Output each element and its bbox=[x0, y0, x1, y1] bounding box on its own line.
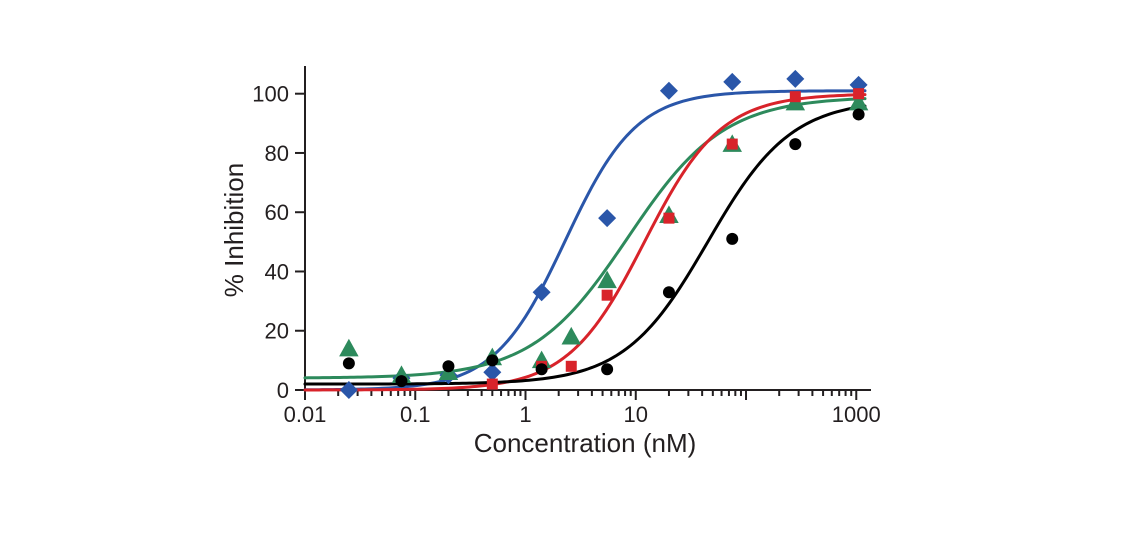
series-point-black bbox=[442, 360, 454, 372]
series-point-black bbox=[853, 108, 865, 120]
series-point-black bbox=[395, 375, 407, 387]
series-point-black bbox=[536, 363, 548, 375]
series-point-black bbox=[486, 354, 498, 366]
series-point-black bbox=[789, 138, 801, 150]
series-point-red bbox=[853, 88, 864, 99]
series-point-green bbox=[339, 339, 359, 357]
series-point-black bbox=[663, 286, 675, 298]
series-point-blue bbox=[723, 73, 741, 91]
page-frame: 0 20 40 60 80 100 0.01 0.1 1 10 1000 % Inhibition Co… bbox=[0, 0, 1146, 540]
x-tick-label: 0.1 bbox=[400, 402, 431, 427]
y-tick-label: 60 bbox=[265, 200, 289, 225]
series-point-blue bbox=[660, 82, 678, 100]
chart-svg: 0 20 40 60 80 100 0.01 0.1 1 10 1000 % Inhibition Co… bbox=[210, 50, 940, 490]
y-axis-label: % Inhibition bbox=[219, 163, 249, 297]
y-tick-label: 40 bbox=[265, 259, 289, 284]
series-point-red bbox=[663, 213, 674, 224]
x-tick-label: 1000 bbox=[832, 402, 881, 427]
series-point-black bbox=[343, 357, 355, 369]
x-axis-label: Concentration (nM) bbox=[474, 428, 697, 458]
series-curve-red bbox=[305, 95, 865, 390]
x-tick-label: 1 bbox=[519, 402, 531, 427]
series-point-red bbox=[566, 361, 577, 372]
series-point-blue bbox=[598, 209, 616, 227]
x-tick-label: 0.01 bbox=[284, 402, 327, 427]
series-curve-black bbox=[305, 106, 865, 384]
series-curve-blue bbox=[305, 91, 865, 390]
series-point-green bbox=[562, 327, 582, 345]
series-point-black bbox=[726, 233, 738, 245]
series-point-black bbox=[601, 363, 613, 375]
y-tick-label: 80 bbox=[265, 141, 289, 166]
series-point-red bbox=[487, 379, 498, 390]
y-tick-label: 20 bbox=[265, 319, 289, 344]
series-point-red bbox=[602, 290, 613, 301]
y-tick-label: 0 bbox=[277, 378, 289, 403]
series-point-red bbox=[790, 91, 801, 102]
dose-response-chart: 0 20 40 60 80 100 0.01 0.1 1 10 1000 % Inhibition Co… bbox=[210, 50, 940, 490]
series-point-red bbox=[727, 139, 738, 150]
series-point-blue bbox=[786, 70, 804, 88]
x-tick-label: 10 bbox=[624, 402, 648, 427]
y-tick-label: 100 bbox=[252, 82, 289, 107]
